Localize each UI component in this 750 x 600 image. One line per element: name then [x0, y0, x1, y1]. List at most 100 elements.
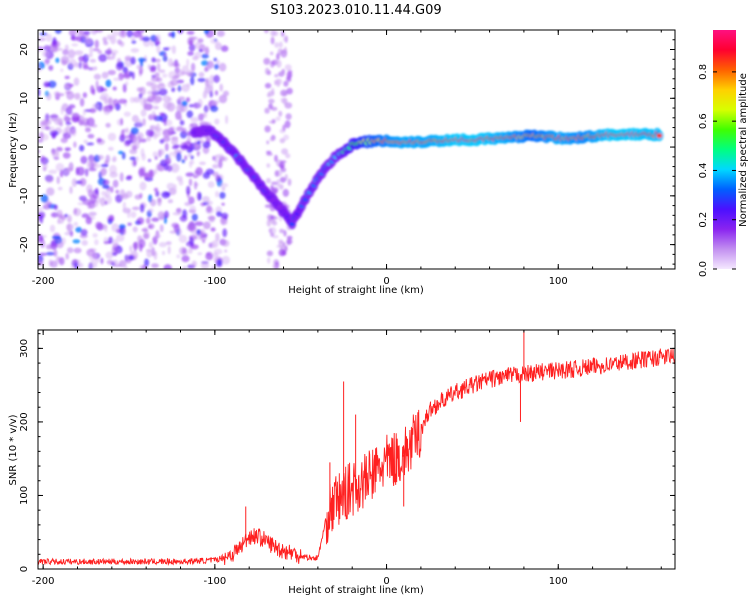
noise-blob: [101, 190, 107, 197]
noise-blob: [197, 98, 203, 109]
noise-blob: [117, 39, 122, 45]
noise-blob: [38, 234, 44, 243]
noise-blob: [181, 247, 187, 254]
noise-blob: [284, 245, 288, 252]
noise-blob: [172, 145, 179, 150]
noise-blob: [178, 234, 188, 243]
noise-blob: [141, 228, 148, 232]
noise-blob: [215, 175, 222, 183]
noise-blob: [201, 60, 209, 66]
noise-blob: [283, 134, 290, 141]
noise-blob: [207, 181, 215, 188]
noise-blob: [266, 163, 271, 168]
noise-blob: [204, 66, 209, 72]
noise-blob: [148, 208, 154, 213]
noise-blob: [89, 252, 98, 262]
noise-blob: [166, 154, 172, 162]
noise-blob: [71, 178, 77, 188]
noise-blob: [155, 34, 161, 44]
noise-blob: [89, 46, 94, 55]
noise-blob: [285, 113, 292, 120]
noise-blob: [179, 116, 183, 122]
noise-blob: [97, 154, 104, 160]
noise-blob: [171, 62, 180, 67]
noise-blob: [73, 207, 77, 215]
noise-blob: [124, 55, 132, 61]
noise-blob: [133, 96, 141, 103]
noise-blob: [213, 74, 220, 83]
noise-blob: [284, 64, 292, 71]
noise-blob: [186, 110, 194, 119]
noise-blob: [88, 200, 96, 209]
noise-blob: [86, 160, 95, 170]
noise-blob: [46, 92, 52, 101]
noise-blob: [280, 49, 287, 54]
noise-blob: [135, 119, 143, 127]
noise-blob: [111, 259, 119, 266]
noise-blob: [163, 101, 172, 110]
noise-blob: [42, 204, 51, 210]
noise-blob: [180, 71, 189, 75]
noise-blob: [39, 131, 44, 140]
noise-blob: [176, 207, 182, 214]
noise-blob: [215, 191, 219, 198]
x-tick-label: 100: [549, 576, 568, 587]
noise-blob: [95, 221, 102, 230]
noise-blob: [283, 80, 289, 87]
noise-blob: [118, 150, 124, 155]
noise-blob: [213, 252, 219, 258]
noise-blob: [107, 69, 116, 76]
noise-blob: [46, 187, 55, 196]
noise-blob: [151, 251, 157, 256]
noise-blob: [53, 117, 63, 126]
noise-blob: [108, 146, 114, 151]
noise-blob: [162, 129, 172, 138]
noise-blob: [215, 232, 220, 242]
noise-blob: [76, 35, 82, 42]
noise-blob: [157, 83, 166, 90]
noise-blob: [224, 216, 228, 220]
noise-blob: [63, 116, 68, 120]
noise-blob: [197, 140, 201, 144]
noise-blob: [60, 106, 64, 115]
y-tick-label: 10: [19, 92, 30, 105]
noise-blob: [206, 205, 213, 213]
noise-blob: [187, 222, 197, 232]
noise-blob: [64, 147, 72, 152]
noise-blob: [149, 125, 154, 132]
noise-blob: [60, 68, 64, 73]
noise-blob: [69, 186, 73, 195]
noise-blob: [129, 245, 133, 253]
noise-blob: [269, 136, 275, 142]
noise-blob: [157, 211, 165, 220]
noise-blob: [216, 211, 222, 217]
noise-blob: [57, 219, 61, 225]
noise-blob: [123, 70, 133, 78]
noise-blob: [280, 167, 287, 173]
spectrogram-frame: [37, 29, 676, 270]
noise-blob: [112, 179, 119, 188]
noise-blob: [79, 178, 87, 187]
noise-blob: [79, 195, 87, 202]
colorbar-bar: [713, 30, 736, 269]
noise-blob: [146, 81, 153, 87]
noise-blob: [81, 239, 88, 246]
noise-blob: [92, 233, 98, 238]
noise-blob: [181, 159, 185, 164]
noise-blob: [264, 125, 271, 133]
noise-blob: [184, 155, 188, 161]
noise-blob: [91, 123, 98, 128]
noise-blob: [167, 199, 174, 204]
noise-blob: [130, 142, 139, 151]
noise-blob: [78, 55, 85, 62]
noise-blob: [94, 39, 100, 49]
noise-blob: [121, 151, 126, 160]
noise-blob: [39, 252, 47, 256]
noise-blob: [108, 96, 113, 106]
noise-blob: [128, 255, 135, 261]
noise-blob: [62, 152, 71, 159]
noise-blob: [203, 221, 211, 230]
noise-blob: [179, 120, 185, 126]
noise-blob: [174, 127, 182, 132]
